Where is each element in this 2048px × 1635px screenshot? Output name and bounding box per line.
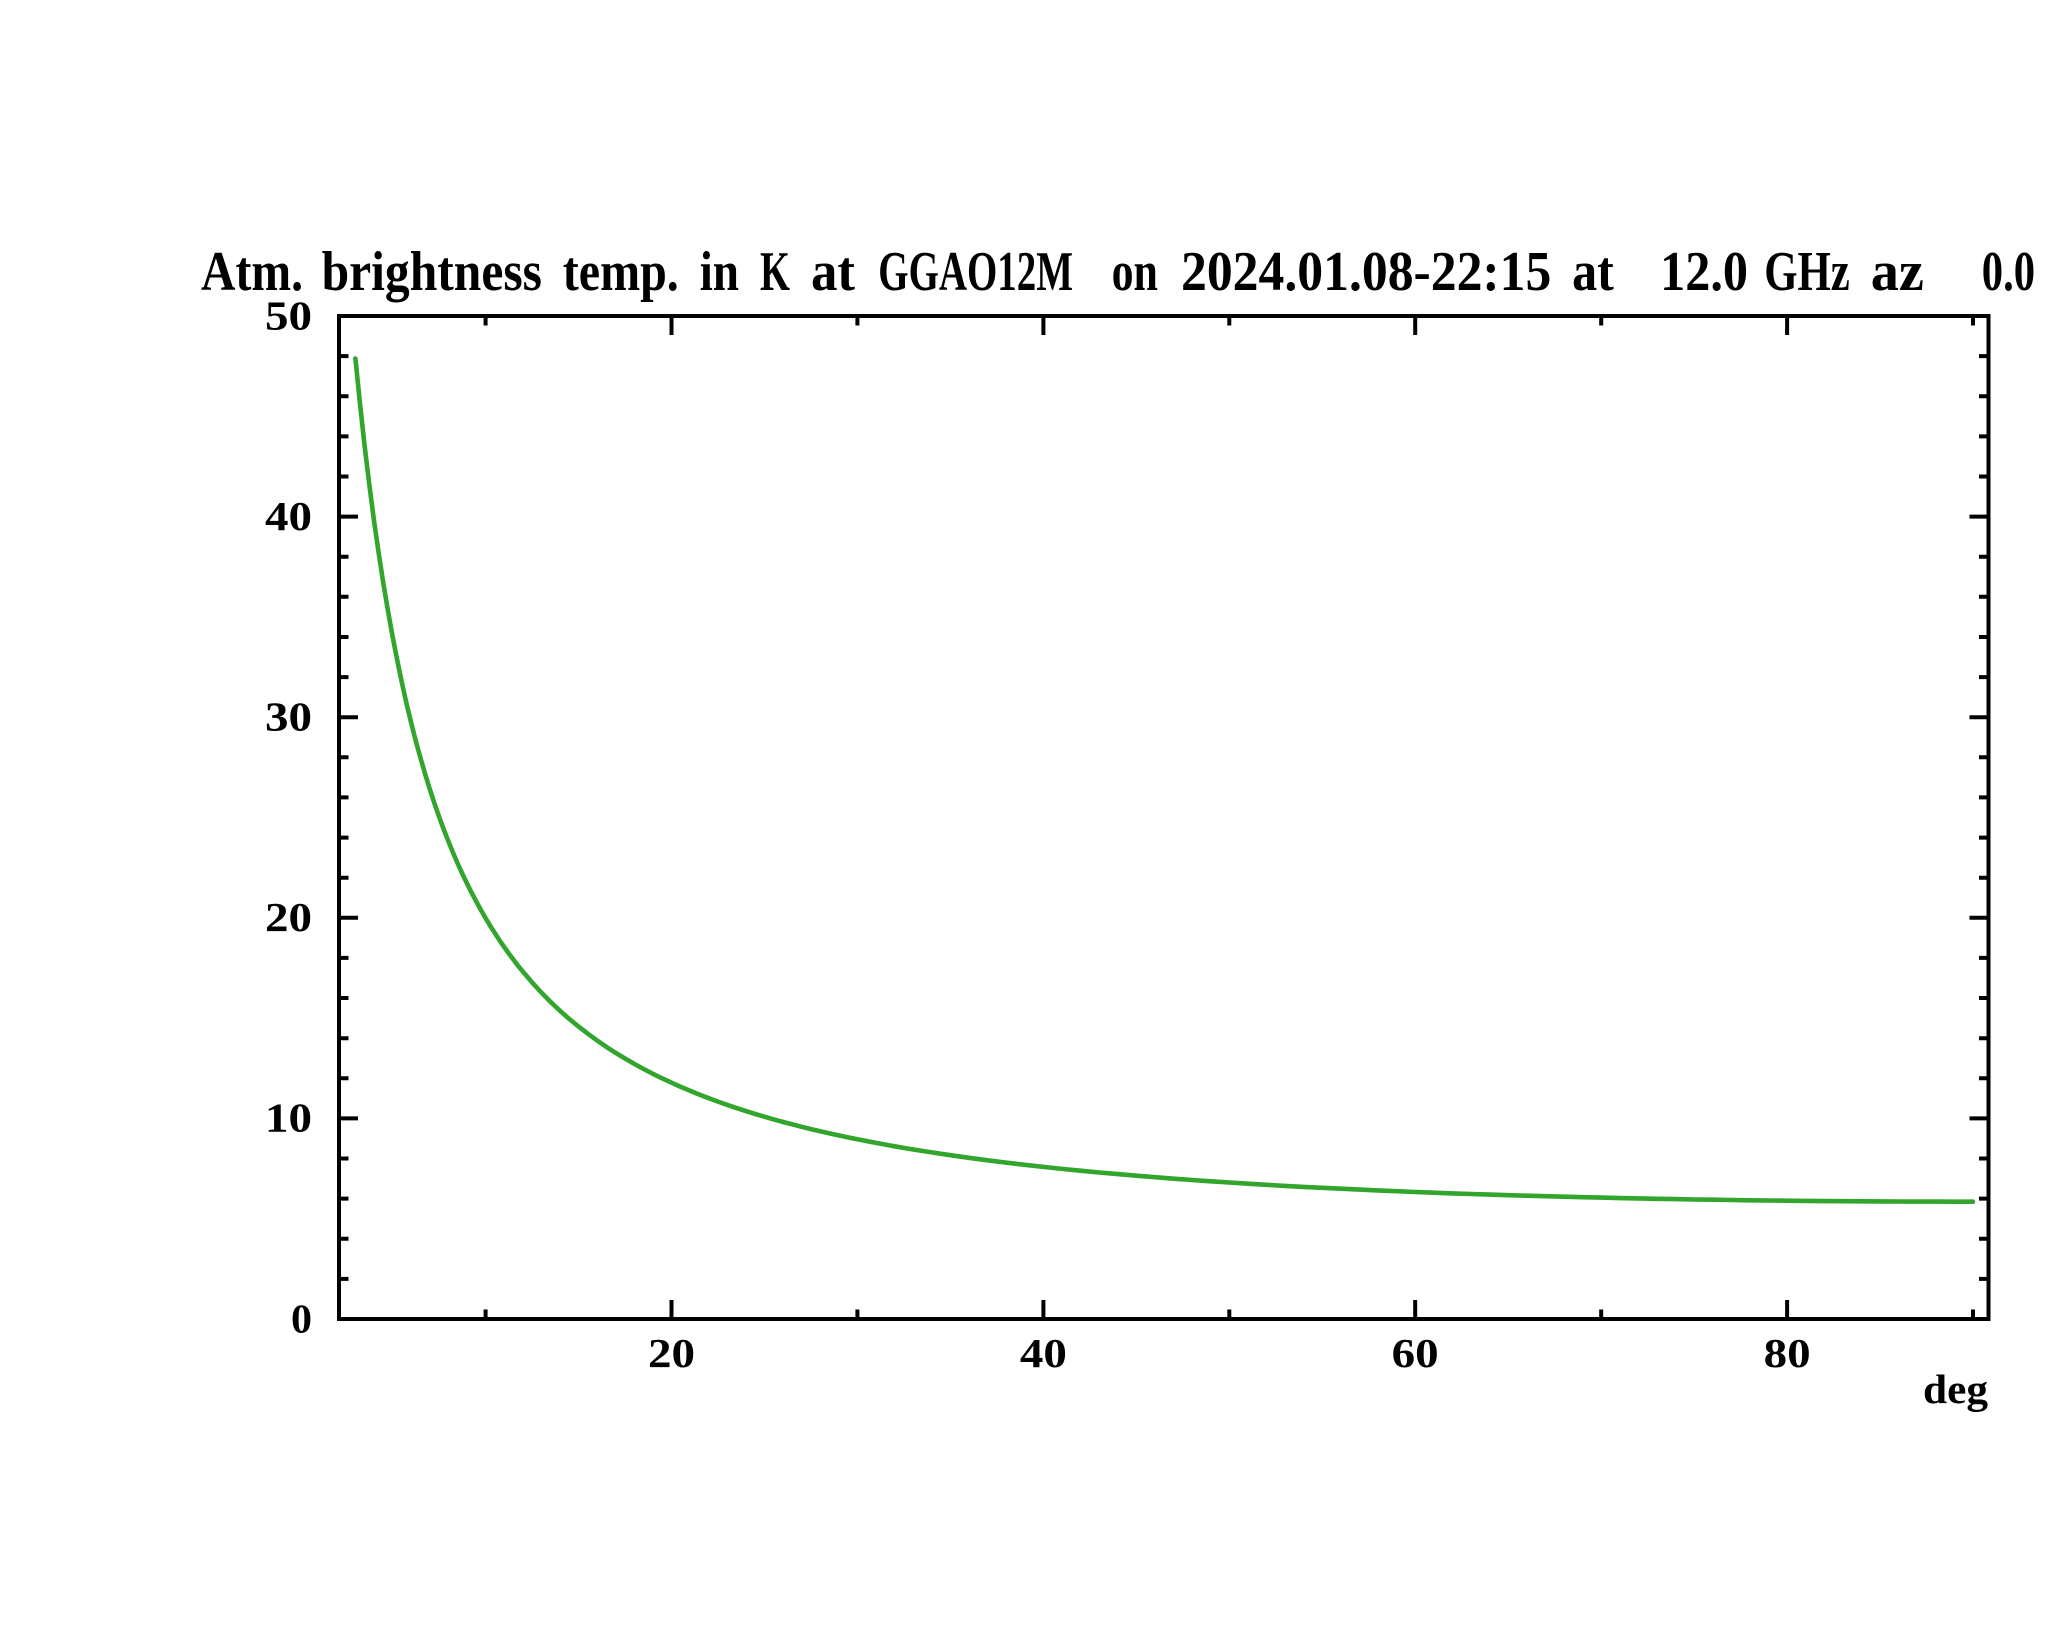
svg-text:2024.01.08-22:15: 2024.01.08-22:15 <box>1181 241 1551 303</box>
svg-text:az: az <box>1871 241 1924 303</box>
svg-text:Atm.: Atm. <box>201 241 303 303</box>
svg-text:temp.: temp. <box>563 241 679 303</box>
svg-text:0.0: 0.0 <box>1982 241 2035 303</box>
svg-text:K: K <box>760 241 790 303</box>
svg-text:40: 40 <box>1020 1330 1067 1376</box>
svg-text:60: 60 <box>1392 1330 1439 1376</box>
svg-text:deg: deg <box>1923 1366 1989 1412</box>
svg-text:at: at <box>1572 241 1614 303</box>
svg-text:20: 20 <box>648 1330 695 1376</box>
svg-text:50: 50 <box>265 292 312 338</box>
svg-text:brightness: brightness <box>322 241 542 303</box>
svg-text:0: 0 <box>291 1295 312 1341</box>
svg-text:80: 80 <box>1764 1330 1811 1376</box>
svg-text:GHz: GHz <box>1764 241 1850 303</box>
svg-text:10: 10 <box>265 1095 312 1141</box>
svg-text:at: at <box>811 241 855 303</box>
svg-text:20: 20 <box>265 894 312 940</box>
svg-text:in: in <box>700 241 739 303</box>
svg-text:on: on <box>1112 241 1158 303</box>
svg-text:GGAO12M: GGAO12M <box>878 241 1073 303</box>
svg-text:30: 30 <box>265 694 312 740</box>
svg-text:40: 40 <box>265 493 312 539</box>
svg-text:12.0: 12.0 <box>1660 241 1748 303</box>
